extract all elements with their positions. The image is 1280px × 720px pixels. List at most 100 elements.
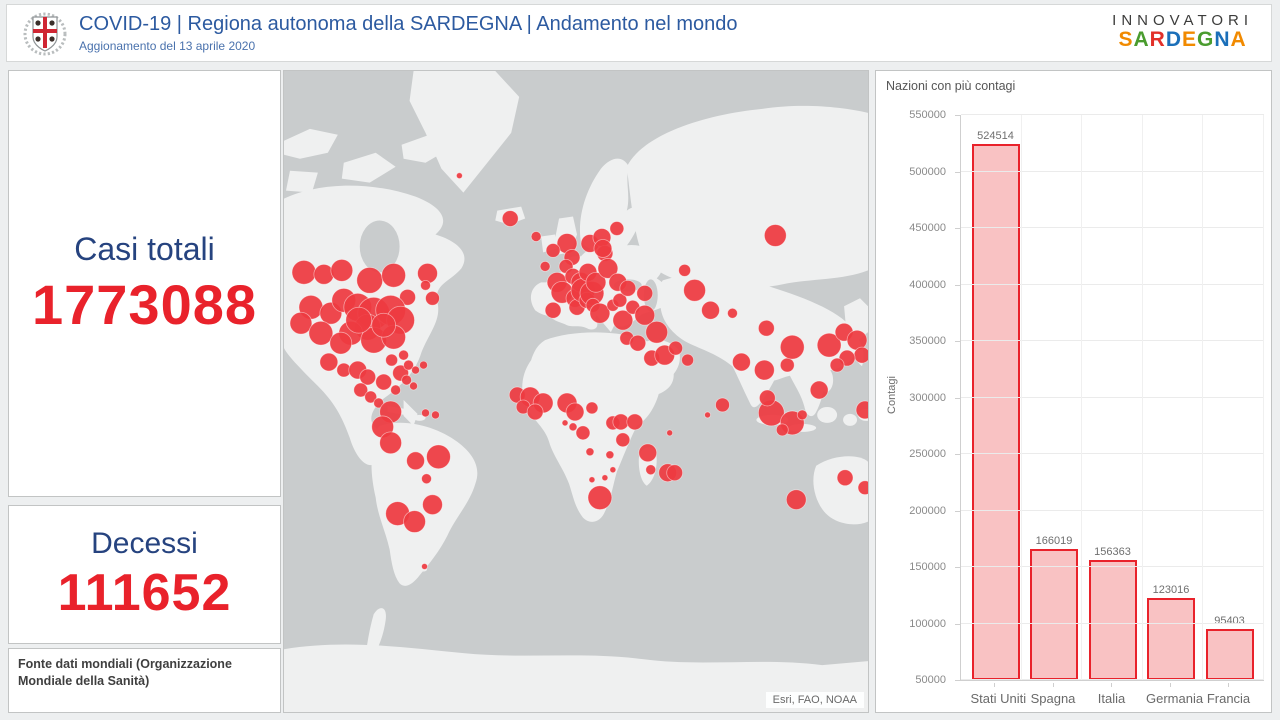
map-bubble[interactable] bbox=[561, 419, 569, 427]
map-bubble[interactable] bbox=[615, 432, 631, 448]
map-bubble[interactable] bbox=[403, 510, 426, 533]
map-bubble[interactable] bbox=[626, 413, 644, 431]
map-bubble[interactable] bbox=[593, 239, 613, 258]
map-bubble[interactable] bbox=[588, 476, 596, 484]
map-bubble[interactable] bbox=[421, 408, 430, 418]
map-bubble[interactable] bbox=[575, 425, 591, 441]
map-bubble[interactable] bbox=[638, 443, 658, 463]
map-bubble[interactable] bbox=[456, 172, 463, 180]
map-bubble[interactable] bbox=[619, 279, 637, 297]
map-bubble[interactable] bbox=[666, 464, 684, 482]
map-bubble[interactable] bbox=[356, 266, 384, 294]
map-bubble[interactable] bbox=[501, 210, 519, 227]
map-bubble[interactable] bbox=[681, 353, 694, 367]
map-bubble[interactable] bbox=[645, 464, 657, 476]
bar-spagna[interactable] bbox=[1030, 548, 1078, 680]
map-bubble[interactable] bbox=[539, 261, 551, 272]
map-bubble[interactable] bbox=[403, 359, 414, 371]
map-bubble[interactable] bbox=[683, 278, 706, 302]
map-bubble[interactable] bbox=[431, 410, 440, 420]
map-bubble[interactable] bbox=[757, 319, 775, 337]
bar-italia[interactable] bbox=[1088, 559, 1137, 680]
map-bubble[interactable] bbox=[597, 258, 619, 279]
map-bubble[interactable] bbox=[585, 271, 607, 293]
map-bubble[interactable] bbox=[796, 409, 808, 421]
map-bubble[interactable] bbox=[375, 373, 393, 391]
map-bubble[interactable] bbox=[313, 263, 335, 285]
map-bubble[interactable] bbox=[420, 279, 431, 291]
map-bubble[interactable] bbox=[422, 494, 443, 516]
map-bubble[interactable] bbox=[634, 304, 656, 326]
map-bubble[interactable] bbox=[426, 444, 451, 470]
map-bubble[interactable] bbox=[289, 311, 313, 335]
map-bubble[interactable] bbox=[381, 263, 406, 288]
map-bubble[interactable] bbox=[585, 447, 595, 457]
map-bubble[interactable] bbox=[419, 360, 428, 370]
map-bubble[interactable] bbox=[727, 307, 738, 319]
map-bubble[interactable] bbox=[291, 260, 317, 285]
map-bubble[interactable] bbox=[319, 352, 339, 372]
map-bubble[interactable] bbox=[401, 374, 412, 386]
map-bubble[interactable] bbox=[353, 382, 369, 398]
map-bubble[interactable] bbox=[373, 397, 385, 409]
map-bubble[interactable] bbox=[565, 402, 585, 422]
map-bubble[interactable] bbox=[775, 423, 789, 437]
map-bubble[interactable] bbox=[609, 221, 625, 236]
map-bubble[interactable] bbox=[855, 400, 868, 420]
map-bubble[interactable] bbox=[406, 451, 425, 471]
map-bubble[interactable] bbox=[704, 411, 711, 419]
map-bubble[interactable] bbox=[364, 390, 378, 404]
map-bubble[interactable] bbox=[779, 357, 795, 373]
map-bubble[interactable] bbox=[530, 231, 542, 242]
map-bubble[interactable] bbox=[701, 300, 720, 320]
map-bubble[interactable] bbox=[853, 346, 868, 364]
map-bubble[interactable] bbox=[545, 243, 561, 258]
map-bubble[interactable] bbox=[612, 309, 634, 331]
map-bubble[interactable] bbox=[629, 334, 647, 352]
map-bubble[interactable] bbox=[399, 288, 416, 306]
map-bubble[interactable] bbox=[715, 397, 730, 413]
map-bubble[interactable] bbox=[587, 485, 613, 511]
map-bubble[interactable] bbox=[732, 352, 751, 372]
map-bubble[interactable] bbox=[753, 359, 775, 381]
map-bubble[interactable] bbox=[763, 224, 787, 247]
map-bubble[interactable] bbox=[544, 301, 562, 319]
map-bubble[interactable] bbox=[585, 401, 599, 415]
map-bubble[interactable] bbox=[409, 381, 418, 391]
map-bubble[interactable] bbox=[526, 403, 544, 421]
map-bubble[interactable] bbox=[359, 368, 377, 386]
map-bubble[interactable] bbox=[589, 302, 611, 324]
map-bubble[interactable] bbox=[605, 450, 615, 460]
map-bubble[interactable] bbox=[411, 365, 420, 375]
map-bubble[interactable] bbox=[398, 349, 409, 361]
map-bubble[interactable] bbox=[345, 306, 373, 334]
map-bubble[interactable] bbox=[779, 334, 805, 360]
world-map-panel[interactable]: Esri, FAO, NOAA bbox=[283, 70, 869, 713]
map-bubble[interactable] bbox=[330, 259, 354, 282]
world-map[interactable] bbox=[284, 71, 868, 712]
bar-germania[interactable] bbox=[1147, 597, 1195, 680]
map-bubble[interactable] bbox=[568, 422, 578, 432]
map-bubble[interactable] bbox=[421, 563, 428, 570]
map-bubble[interactable] bbox=[829, 357, 845, 373]
map-bubble[interactable] bbox=[785, 489, 807, 511]
map-bubble[interactable] bbox=[601, 474, 609, 482]
map-bubble[interactable] bbox=[308, 320, 334, 346]
map-bubble[interactable] bbox=[816, 332, 842, 358]
bar-stati-uniti[interactable] bbox=[971, 143, 1020, 680]
map-bubble[interactable] bbox=[668, 340, 684, 356]
map-bubble[interactable] bbox=[329, 331, 353, 355]
map-bubble[interactable] bbox=[385, 353, 399, 367]
map-bubble[interactable] bbox=[758, 389, 776, 407]
map-bubble[interactable] bbox=[612, 292, 628, 308]
map-bubble[interactable] bbox=[421, 473, 432, 485]
map-bubble[interactable] bbox=[636, 284, 654, 302]
map-bubble[interactable] bbox=[666, 429, 674, 437]
map-bubble[interactable] bbox=[645, 320, 669, 344]
bar-francia[interactable] bbox=[1205, 628, 1254, 680]
map-bubble[interactable] bbox=[425, 290, 440, 306]
map-bubble[interactable] bbox=[371, 312, 397, 338]
map-bubble[interactable] bbox=[857, 480, 868, 496]
map-bubble[interactable] bbox=[379, 431, 402, 455]
map-bubble[interactable] bbox=[390, 384, 401, 396]
